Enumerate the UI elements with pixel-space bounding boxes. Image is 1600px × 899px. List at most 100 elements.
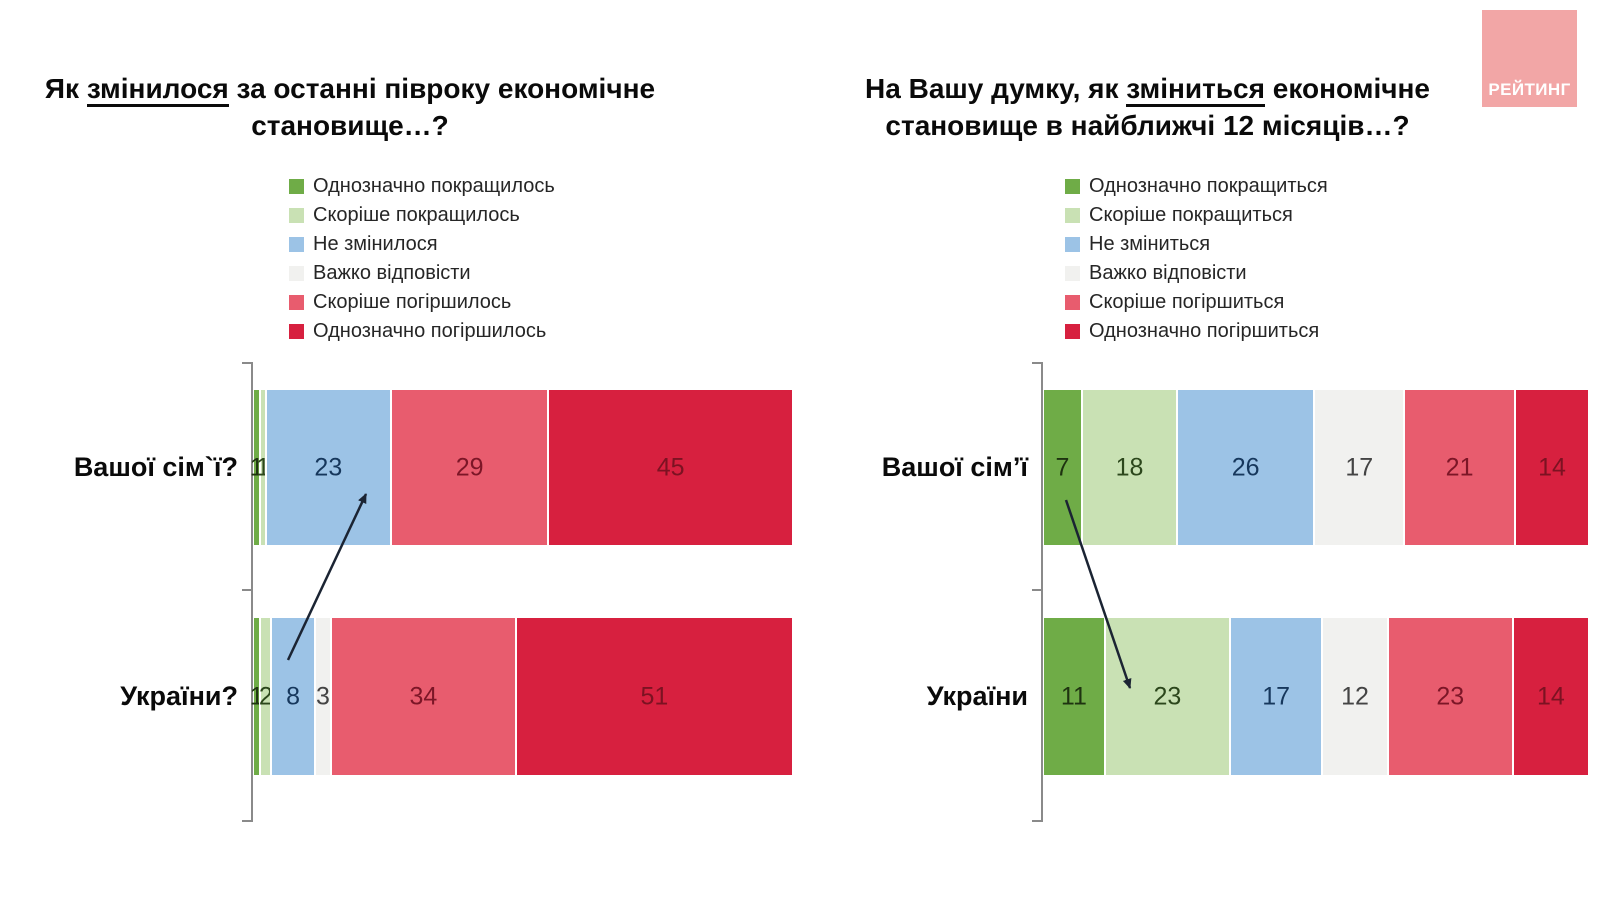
legend-swatch: [289, 266, 304, 281]
bar-row: України 11 23 17 12 23 14: [800, 618, 1600, 775]
row-label: України?: [120, 681, 238, 711]
bar-segment-value: 3: [315, 682, 330, 710]
bar-segment: 51: [514, 618, 792, 775]
axis-tick: [1032, 589, 1042, 591]
legend-label: Не змінилося: [313, 233, 438, 255]
bar-segment: 12: [1321, 618, 1387, 775]
legend-label: Скоріше покращиться: [1089, 204, 1293, 226]
legend-swatch: [1065, 208, 1080, 223]
bar-segment-value: 11: [1060, 682, 1087, 710]
axis-tick: [242, 820, 252, 822]
bar-segment-value: 29: [455, 453, 484, 481]
axis-tick: [1032, 820, 1042, 822]
legend-label: Важко відповісти: [1089, 262, 1247, 284]
bar-segment-value: 23: [1436, 682, 1465, 710]
legend-swatch: [289, 295, 304, 310]
title-underlined-word: зміниться: [1126, 73, 1265, 107]
legend-swatch: [1065, 324, 1080, 339]
bar-segment: 34: [330, 618, 515, 775]
legend-item: Однозначно покращиться: [1065, 172, 1328, 201]
bar-segment-value: 2: [258, 682, 273, 710]
bar-segment: 45: [547, 390, 792, 545]
bar-segment-value: 14: [1538, 453, 1566, 481]
right-axis-bracket: [1032, 362, 1043, 822]
left-axis-bracket: [242, 362, 253, 822]
bar-segment: 8: [270, 618, 314, 775]
bar-row: України? 1 2 8 3 34 51: [0, 618, 800, 775]
legend-label: Однозначно покращиться: [1089, 175, 1328, 197]
left-legend: Однозначно покращилось Скоріше покращилос…: [289, 172, 555, 346]
bar-segment: 26: [1176, 390, 1314, 545]
bar-segment-value: 14: [1536, 682, 1565, 710]
legend-swatch: [1065, 179, 1080, 194]
legend-label: Однозначно погіршиться: [1089, 320, 1320, 342]
bar-segment: 17: [1228, 618, 1322, 775]
bar-segment: 7: [1044, 390, 1081, 545]
title-text: Як: [44, 73, 87, 104]
legend-item: Скоріше покращиться: [1065, 201, 1328, 230]
legend-item: Однозначно погіршиться: [1065, 317, 1328, 346]
title-text: за останні півроку економічне становище……: [228, 73, 656, 141]
row-label: Вашої сім’ї: [881, 452, 1028, 482]
bar-segment: 14: [1514, 390, 1588, 545]
bar-segment: 17: [1313, 390, 1404, 545]
legend-swatch: [289, 179, 304, 194]
bar-segment-value: 23: [1153, 682, 1182, 710]
bar-segment: 3: [313, 618, 331, 775]
legend-label: Скоріше погіршилось: [313, 291, 512, 313]
bar-segment-value: 45: [656, 453, 685, 481]
bar-segment: 2: [258, 618, 273, 775]
legend-item: Скоріше покращилось: [289, 201, 555, 230]
bar-segment-value: 17: [1345, 453, 1374, 481]
left-chart-panel: Як змінилося за останні півроку економіч…: [0, 70, 800, 822]
legend-item: Скоріше погіршиться: [1065, 288, 1328, 317]
legend-item: Важко відповісти: [1065, 259, 1328, 288]
bar-segment-value: 34: [409, 682, 438, 710]
bar-segment-value: 7: [1055, 453, 1070, 481]
bar-segment: 18: [1080, 390, 1177, 545]
bar-segment-value: 17: [1262, 682, 1291, 710]
legend-swatch: [289, 324, 304, 339]
right-legend: Однозначно покращиться Скоріше покращитьс…: [1065, 172, 1328, 346]
bar-segment-value: 8: [286, 682, 300, 710]
legend-swatch: [1065, 295, 1080, 310]
bar-segment-value: 26: [1231, 453, 1260, 481]
bar-segment: 21: [1403, 390, 1515, 545]
bar-segment: 23: [1386, 618, 1512, 775]
bar-segment: 23: [1103, 618, 1229, 775]
bar-row: Вашої сім’ї 7 18 26 17 21 14: [800, 390, 1600, 545]
legend-item: Не зміниться: [1065, 230, 1328, 259]
left-chart-title: Як змінилося за останні півроку економіч…: [20, 70, 680, 144]
axis-tick: [242, 589, 252, 591]
bar-segment: 29: [389, 390, 548, 545]
title-underlined-word: змінилося: [86, 73, 229, 107]
legend-label: Однозначно погіршилось: [313, 320, 547, 342]
bar-segment-value: 51: [640, 682, 669, 710]
right-chart-panel: На Вашу думку, як зміниться економічне с…: [800, 0, 1600, 899]
legend-item: Однозначно покращилось: [289, 172, 555, 201]
bar-segment-value: 12: [1341, 682, 1369, 710]
bar-segment-value: 21: [1445, 453, 1474, 481]
row-label: України: [926, 681, 1028, 711]
bar-row: Вашої сім`ї? 1 1 23 29 45: [0, 390, 800, 545]
bar-segment: 14: [1511, 618, 1588, 775]
row-label: Вашої сім`ї?: [73, 452, 238, 482]
legend-label: Не зміниться: [1089, 233, 1211, 255]
title-text: На Вашу думку, як: [865, 73, 1127, 104]
legend-swatch: [1065, 266, 1080, 281]
bar-track: 7 18 26 17 21 14: [1044, 390, 1588, 545]
legend-swatch: [1065, 237, 1080, 252]
axis-tick: [1032, 362, 1042, 364]
right-chart-title: На Вашу думку, як зміниться економічне с…: [855, 70, 1440, 144]
bar-segment-value: 18: [1115, 453, 1144, 481]
legend-item: Скоріше погіршилось: [289, 288, 555, 317]
legend-swatch: [289, 208, 304, 223]
rating-logo: РЕЙТИНГ: [1482, 10, 1577, 107]
bar-track: 1 1 23 29 45: [250, 390, 792, 545]
bar-segment: 23: [264, 390, 390, 545]
axis-tick: [242, 362, 252, 364]
bar-segment-value: 23: [314, 453, 343, 481]
title-text: економічне становище в найближчі 12 міся…: [885, 73, 1430, 141]
legend-item: Однозначно погіршилось: [289, 317, 555, 346]
legend-label: Скоріше покращилось: [313, 204, 520, 226]
